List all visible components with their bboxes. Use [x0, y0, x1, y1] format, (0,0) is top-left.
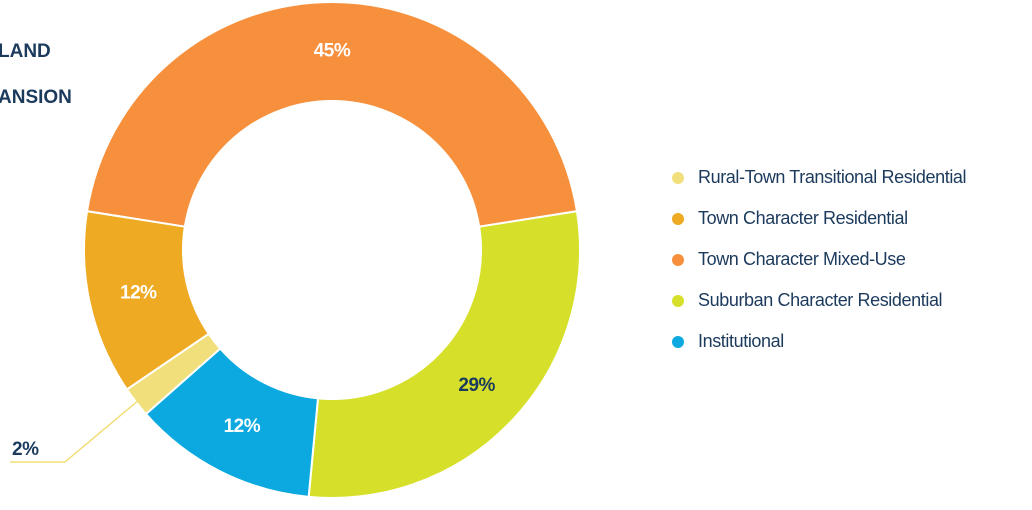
- legend-marker: [672, 295, 684, 307]
- data-label: 2%: [12, 439, 39, 460]
- legend-label: Town Character Mixed-Use: [698, 249, 906, 269]
- data-label: 12%: [224, 416, 261, 437]
- donut-slice: [85, 0, 579, 228]
- legend-marker: [672, 213, 684, 225]
- legend-label: Town Character Residential: [698, 208, 908, 228]
- legend-marker: [672, 254, 684, 266]
- legend-marker: [672, 172, 684, 184]
- donut-slice: [307, 210, 581, 499]
- chart-title: LAND: [0, 41, 51, 62]
- leader-line: [10, 396, 143, 463]
- legend-label: Rural-Town Transitional Residential: [698, 167, 966, 187]
- data-label: 45%: [314, 41, 351, 62]
- data-label: 29%: [458, 375, 495, 396]
- legend-label: Suburban Character Residential: [698, 290, 942, 310]
- data-label: 12%: [120, 282, 157, 303]
- chart-title: ANSION: [0, 87, 72, 108]
- legend-marker: [672, 336, 684, 348]
- donut-slice: [83, 210, 211, 391]
- legend-label: Institutional: [698, 331, 784, 351]
